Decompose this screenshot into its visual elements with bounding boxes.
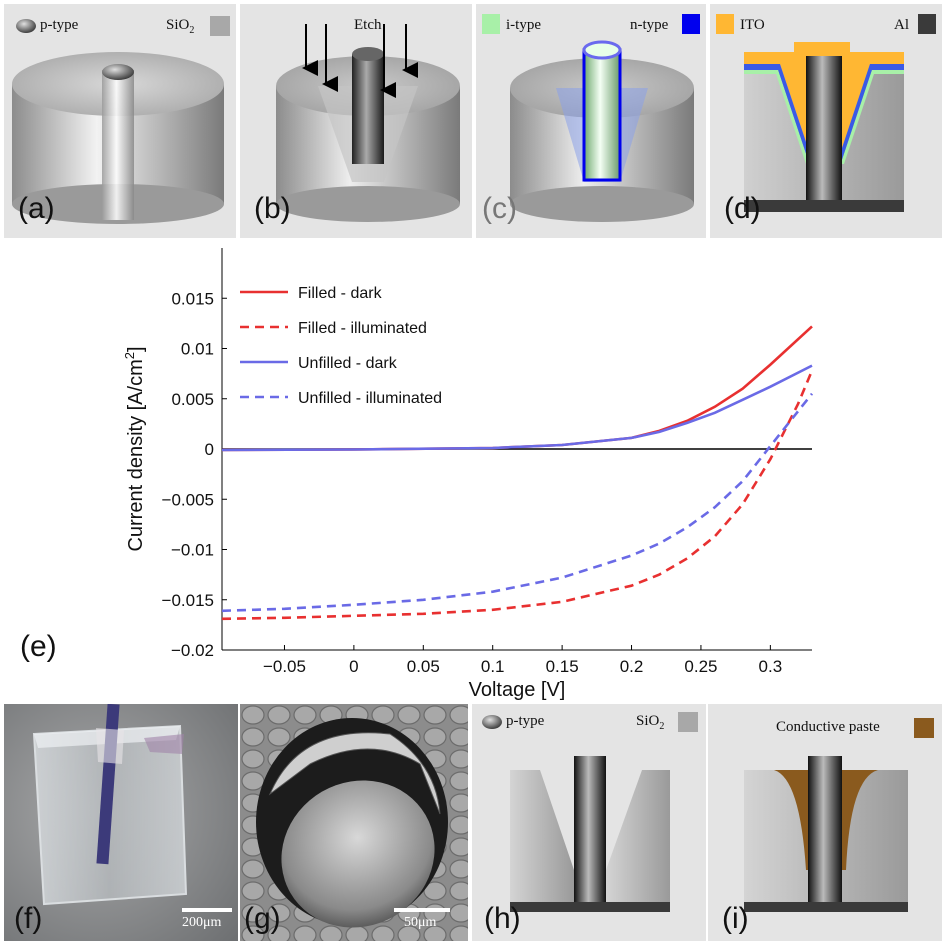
panel-h-diagram xyxy=(482,712,698,912)
panel-f: 200μm (f) xyxy=(4,704,238,941)
y-tick-label: −0.005 xyxy=(162,490,214,509)
scale-label-f: 200μm xyxy=(182,915,222,930)
series-line-1 xyxy=(221,370,814,621)
panel-c: i-type n-type (c) xyxy=(476,4,706,238)
legend-i-type: i-type xyxy=(506,17,541,33)
series-line-0 xyxy=(221,325,813,452)
panel-label-e: (e) xyxy=(20,630,57,663)
legend-entry: Filled - illuminated xyxy=(298,320,427,337)
n-type-swatch xyxy=(682,14,700,34)
coated-fiber xyxy=(582,48,622,182)
series-line-3 xyxy=(221,392,814,613)
legend-p-type: p-type xyxy=(40,17,79,33)
sio2-swatch xyxy=(210,16,230,36)
scale-bar-f xyxy=(182,908,232,912)
panel-a: p-type SiO2 (a) xyxy=(4,4,236,238)
legend-n-type: n-type xyxy=(630,17,669,33)
x-tick-label: 0.05 xyxy=(407,657,440,676)
legend-sio2: SiO2 xyxy=(166,17,195,36)
paste-swatch xyxy=(914,718,934,738)
panel-label-a: (a) xyxy=(18,192,55,225)
fiber-core xyxy=(808,756,842,904)
y-tick-label: 0.01 xyxy=(181,340,214,359)
panel-a-diagram xyxy=(12,16,230,224)
scale-bar-g xyxy=(394,908,450,912)
panel-label-b: (b) xyxy=(254,192,291,225)
p-type-fiber xyxy=(102,70,134,220)
panel-d-diagram xyxy=(716,14,936,212)
al-contact xyxy=(744,200,904,212)
p-type-swatch xyxy=(16,19,36,33)
panel-b: Etch (b) xyxy=(240,4,472,238)
panel-g: 50μm (g) xyxy=(240,704,468,941)
legend-entry: Filled - dark xyxy=(298,285,383,302)
i-type-swatch xyxy=(482,14,500,34)
y-tick-label: 0.015 xyxy=(171,289,214,308)
panel-h: p-type SiO2 (h) xyxy=(472,704,706,941)
panel-label-c: (c) xyxy=(482,192,517,225)
y-axis-label: Current density [A/cm2] xyxy=(122,346,147,551)
x-axis-label: Voltage [V] xyxy=(469,679,566,700)
panel-d: ITO Al (d) xyxy=(710,4,942,238)
panel-label-f: (f) xyxy=(14,902,43,935)
x-tick-label: 0.25 xyxy=(684,657,717,676)
panel-label-g: (g) xyxy=(244,902,281,935)
x-tick-label: 0.1 xyxy=(481,657,505,676)
panel-b-diagram xyxy=(276,24,460,222)
y-tick-label: 0 xyxy=(205,440,214,459)
exposed-fiber xyxy=(352,54,384,164)
panel-e: −0.05 0 0.05 0.1 0.15 0.2 0.25 0.3 −0.02 −0.015 −0… xyxy=(0,240,946,701)
y-tick-label: 0.005 xyxy=(171,390,214,409)
legend-entry: Unfilled - illuminated xyxy=(298,390,442,407)
y-tick-label: −0.015 xyxy=(162,591,214,610)
panel-label-i: (i) xyxy=(722,902,749,935)
etch-label: Etch xyxy=(354,17,382,33)
legend-conductive-paste: Conductive paste xyxy=(776,719,880,735)
x-tick-label: 0.15 xyxy=(546,657,579,676)
legend-ito: ITO xyxy=(740,17,765,33)
device-photo xyxy=(4,704,238,941)
panel-label-d: (d) xyxy=(724,192,761,225)
sem-image xyxy=(240,704,468,941)
x-tick-label: −0.05 xyxy=(263,657,306,676)
scale-label-g: 50μm xyxy=(404,915,437,930)
fiber-core xyxy=(806,56,842,200)
x-tick-label: 0 xyxy=(349,657,358,676)
fiber-core xyxy=(574,756,606,904)
x-tick-label: 0.2 xyxy=(620,657,644,676)
series-line-2 xyxy=(221,364,813,452)
panel-label-h: (h) xyxy=(484,902,521,935)
legend-al: Al xyxy=(894,17,909,33)
al-swatch xyxy=(918,14,936,34)
x-tick-label: 0.3 xyxy=(759,657,783,676)
y-tick-label: −0.02 xyxy=(171,641,214,660)
legend-p-type: p-type xyxy=(506,713,545,729)
panel-i: Conductive paste (i) xyxy=(708,704,942,941)
legend-sio2: SiO2 xyxy=(636,713,665,732)
iv-chart: −0.05 0 0.05 0.1 0.15 0.2 0.25 0.3 −0.02 −0.015 −0… xyxy=(122,248,814,701)
y-tick-label: −0.01 xyxy=(171,541,214,560)
panel-i-diagram xyxy=(744,718,934,912)
panel-c-diagram xyxy=(482,14,700,222)
legend-entry: Unfilled - dark xyxy=(298,355,398,372)
ito-swatch xyxy=(716,14,734,34)
